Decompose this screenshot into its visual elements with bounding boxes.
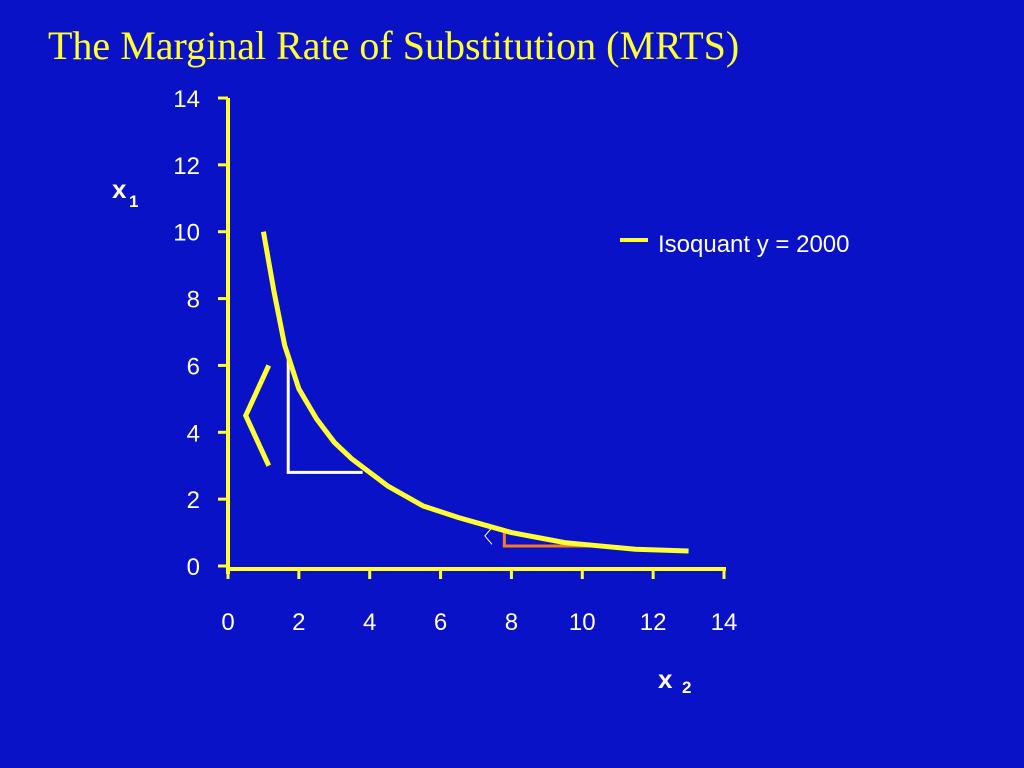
x-tick-label: 12 [640, 609, 667, 636]
slide-title: The Marginal Rate of Substitution (MRTS) [48, 23, 740, 68]
y-tick-label: 12 [173, 153, 200, 180]
y-tick-label: 8 [187, 287, 200, 314]
x-tick-label: 4 [363, 609, 376, 636]
y-tick-label: 14 [173, 86, 200, 113]
x-axis-label: x [658, 664, 673, 694]
x-tick-label: 10 [569, 609, 596, 636]
y-tick-label: 10 [173, 220, 200, 247]
bracket-large [242, 364, 272, 467]
x-tick-label: 0 [221, 609, 234, 636]
y-axis-label: x [112, 174, 127, 204]
y-tick-label: 2 [187, 487, 200, 514]
x-tick-label: 2 [292, 609, 305, 636]
x-axis-label-subscript: 2 [682, 678, 691, 697]
mrts-triangle-large [286, 355, 363, 474]
y-tick-label: 6 [187, 353, 200, 380]
y-tick-label: 0 [187, 554, 200, 581]
x-tick-label: 14 [711, 609, 738, 636]
bracket-small [484, 527, 493, 545]
y-axis-label-subscript: 1 [129, 192, 138, 211]
legend-label: Isoquant y = 2000 [658, 231, 849, 258]
x-tick-label: 8 [505, 609, 518, 636]
x-tick-label: 6 [434, 609, 447, 636]
y-tick-label: 4 [187, 420, 200, 447]
isoquant-line [260, 231, 689, 554]
